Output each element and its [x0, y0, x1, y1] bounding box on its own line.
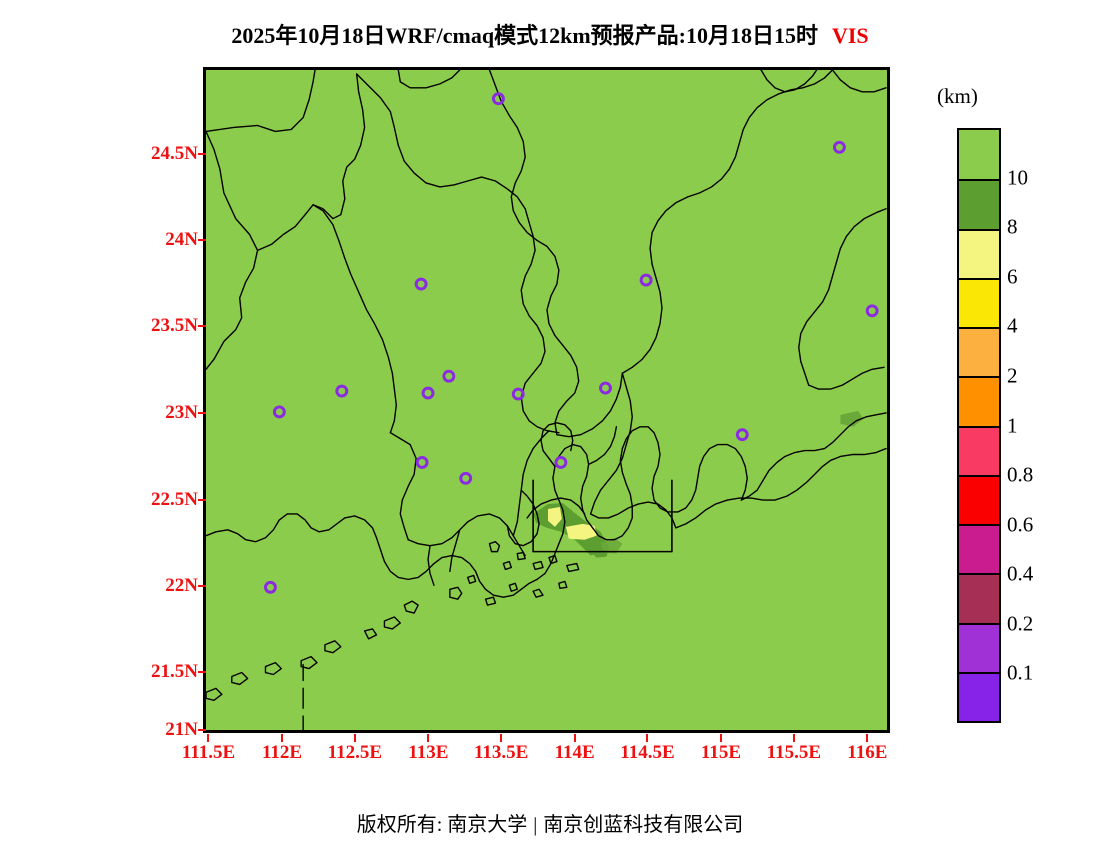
y-tick-mark — [198, 671, 206, 674]
x-axis: 111.5E 112E 112.5E 113E 113.5E 114E 114.… — [182, 734, 890, 768]
colorbar-band-6 — [959, 425, 999, 475]
x-tick-label: 114E — [554, 742, 595, 763]
station-marker — [421, 386, 435, 400]
vis-patch-6to8-core-north — [547, 507, 562, 527]
page-title: 2025年10月18日WRF/cmaq模式12km预报产品:10月18日15时 V… — [0, 18, 1100, 50]
colorbar-tick-label: 0.8 — [1007, 462, 1034, 487]
footer-company: 南京创蓝科技有限公司 — [543, 814, 744, 836]
colorbar-unit-label: (km) — [937, 84, 978, 108]
colorbar-tick-label: 6 — [1007, 264, 1018, 289]
x-tick-label: 115E — [700, 742, 742, 763]
station-marker — [459, 471, 473, 485]
station-marker — [735, 428, 749, 442]
vis-patch-8to10-east-coast — [840, 410, 864, 427]
station-marker — [415, 455, 429, 469]
map-canvas — [206, 70, 887, 730]
y-axis: 24.5N 24N 23.5N 23N 22.5N 22N 21.5N 21N — [100, 67, 206, 740]
y-tick-label: 22N — [165, 574, 198, 596]
station-marker — [554, 455, 568, 469]
map-plot-area[interactable] — [203, 67, 890, 733]
x-tick-mark — [353, 734, 356, 742]
station-marker — [335, 384, 349, 398]
colorbar-band-7 — [959, 474, 999, 524]
y-tick-label: 23.5N — [151, 315, 198, 337]
colorbar-tick-label: 10 — [1007, 165, 1028, 190]
x-tick-mark — [719, 734, 722, 742]
colorbar-tick-label: 8 — [1007, 214, 1018, 239]
title-variable-label: VIS — [831, 23, 869, 48]
vis-patch-6to8-core-south — [565, 523, 597, 540]
colorbar-tick-label: 0.6 — [1007, 512, 1034, 537]
x-tick-mark — [866, 734, 869, 742]
x-tick-mark — [646, 734, 649, 742]
y-tick-mark — [198, 238, 206, 241]
x-tick-label: 111.5E — [181, 742, 236, 763]
station-marker — [491, 92, 505, 106]
y-tick-mark — [198, 411, 206, 414]
y-tick-mark — [198, 584, 206, 587]
colorbar-band-10 — [959, 622, 999, 672]
vis-patch-8to10-macau — [600, 537, 623, 554]
x-tick-label: 112E — [261, 742, 303, 763]
colorbar-tick-label: 4 — [1007, 313, 1018, 338]
y-tick-mark — [198, 152, 206, 155]
x-tick-label: 112.5E — [327, 742, 382, 763]
colorbar-band-2 — [959, 228, 999, 278]
colorbar-tick-label: 2 — [1007, 363, 1018, 388]
y-tick-label: 21N — [165, 718, 198, 740]
colorbar-band-4 — [959, 327, 999, 377]
y-tick-label: 24.5N — [151, 142, 198, 164]
y-tick-mark — [198, 498, 206, 501]
colorbar-tick-label: 0.4 — [1007, 561, 1034, 586]
x-tick-label: 113E — [408, 742, 449, 763]
colorbar-tick-label: 0.2 — [1007, 611, 1034, 636]
station-marker — [263, 580, 277, 594]
station-marker — [272, 405, 286, 419]
x-tick-label: 113.5E — [473, 742, 529, 763]
colorbar-band-0 — [959, 130, 999, 180]
x-tick-label: 116E — [847, 742, 888, 763]
y-tick-label: 22.5N — [151, 488, 198, 510]
admin-boundaries — [206, 70, 887, 587]
x-tick-mark — [281, 734, 283, 742]
footer-owner: 版权所有: 南京大学 — [356, 814, 528, 836]
coastline — [206, 412, 887, 730]
title-main-text: 2025年10月18日WRF/cmaq模式12km预报产品:10月18日15时 — [231, 23, 818, 48]
colorbar[interactable] — [957, 128, 1001, 723]
station-marker — [414, 277, 428, 291]
x-tick-label: 114.5E — [620, 742, 675, 763]
colorbar-tick-label: 1 — [1007, 413, 1018, 437]
station-marker — [511, 387, 525, 401]
colorbar-band-8 — [959, 524, 999, 574]
x-tick-mark — [427, 734, 430, 742]
station-marker — [442, 369, 456, 383]
x-tick-mark — [207, 734, 210, 742]
x-tick-mark — [500, 734, 503, 742]
station-marker — [639, 273, 653, 287]
station-markers — [263, 92, 879, 594]
y-tick-mark — [198, 325, 206, 328]
colorbar-tick-label: 0.1 — [1007, 660, 1034, 685]
station-marker — [832, 140, 846, 154]
colorbar-band-3 — [959, 277, 999, 327]
y-tick-label: 24N — [165, 228, 198, 250]
x-tick-mark — [792, 734, 795, 742]
colorbar-band-1 — [959, 179, 999, 229]
footer-separator: | — [533, 814, 538, 836]
y-tick-label: 21.5N — [151, 661, 198, 683]
y-tick-mark — [198, 728, 206, 731]
colorbar-band-11 — [959, 671, 999, 721]
colorbar-band-5 — [959, 376, 999, 426]
footer-copyright: 版权所有: 南京大学 | 南京创蓝科技有限公司 — [0, 808, 1100, 837]
x-tick-label: 115.5E — [766, 742, 821, 763]
y-tick-label: 23N — [165, 401, 198, 423]
station-marker — [865, 304, 879, 318]
colorbar-band-9 — [959, 573, 999, 623]
station-marker — [599, 381, 612, 395]
x-tick-mark — [573, 734, 576, 742]
